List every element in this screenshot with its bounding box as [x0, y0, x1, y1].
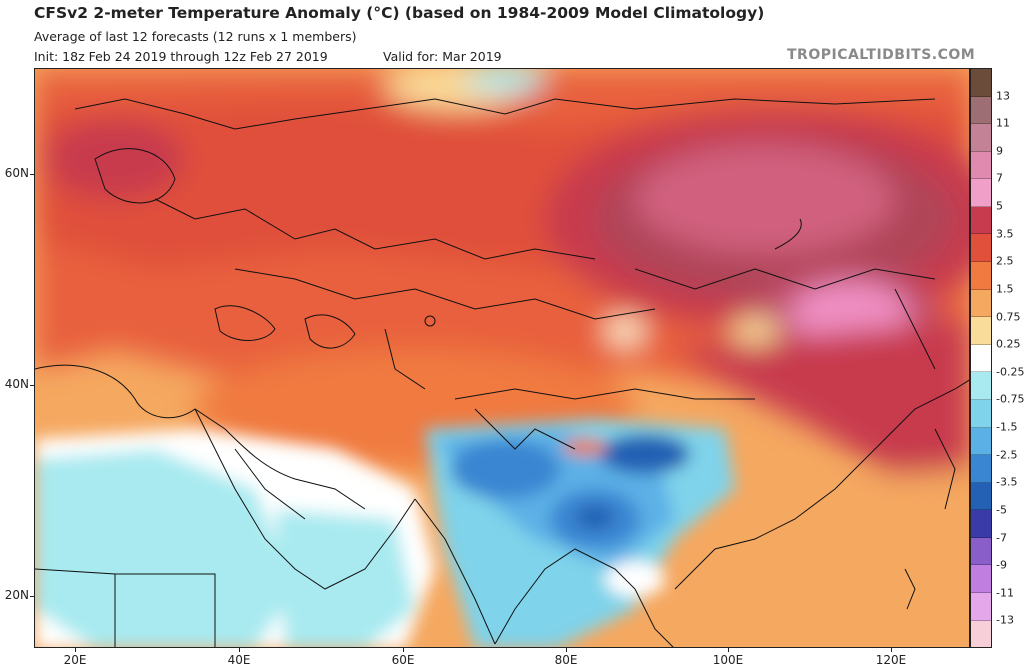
map-subtitle: Average of last 12 forecasts (12 runs x … — [34, 29, 357, 44]
colorbar-label: 0.25 — [996, 337, 1021, 351]
colorbar-swatch — [971, 206, 991, 235]
lon-label-20e: 20E — [63, 653, 87, 667]
colorbar-swatch — [971, 482, 991, 511]
colorbar-swatch — [971, 537, 991, 566]
colorbar-label: 7 — [996, 171, 1003, 185]
lon-tick — [566, 648, 567, 652]
lon-label-80e: 80E — [554, 653, 578, 667]
lon-tick — [403, 648, 404, 652]
colorbar-label: -13 — [996, 613, 1014, 627]
anomaly-shading — [35, 69, 969, 647]
colorbar-swatch — [971, 455, 991, 483]
colorbar-label: -1.5 — [996, 420, 1018, 434]
colorbar-swatch — [971, 344, 991, 373]
colorbar-swatch — [971, 234, 991, 263]
lat-tick — [30, 385, 34, 386]
brand-watermark: TROPICALTIDBITS.COM — [787, 47, 976, 63]
lon-tick — [239, 648, 240, 652]
colorbar-label: -11 — [996, 586, 1014, 600]
lon-tick — [891, 648, 892, 652]
colorbar-label: -7 — [996, 531, 1007, 545]
colorbar-swatch — [971, 399, 991, 428]
colorbar-swatch — [971, 179, 991, 207]
lon-tick — [728, 648, 729, 652]
cold-anomaly-shading — [35, 419, 735, 647]
colorbar-label: 13 — [996, 89, 1010, 103]
map-title: CFSv2 2-meter Temperature Anomaly (°C) (… — [34, 4, 765, 22]
init-time: Init: 18z Feb 24 2019 through 12z Feb 27… — [34, 49, 328, 64]
colorbar-swatch — [971, 620, 991, 648]
colorbar-swatch — [971, 427, 991, 456]
lon-label-100e: 100E — [712, 653, 744, 667]
lon-label-60e: 60E — [391, 653, 415, 667]
colorbar-label: -0.25 — [996, 365, 1024, 379]
colorbar-swatch — [971, 372, 991, 400]
lat-tick — [30, 596, 34, 597]
lon-tick — [75, 648, 76, 652]
lon-label-40e: 40E — [227, 653, 251, 667]
colorbar-swatch — [971, 510, 991, 538]
lon-label-120e: 120E — [875, 653, 907, 667]
valid-time: Valid for: Mar 2019 — [383, 49, 502, 64]
lat-label-40n: 40N — [4, 377, 29, 391]
colorbar-label: 5 — [996, 199, 1003, 213]
colorbar-label: -3.5 — [996, 475, 1018, 489]
colorbar-label: -2.5 — [996, 448, 1018, 462]
colorbar-label: 2.5 — [996, 254, 1014, 268]
coastlines — [35, 98, 969, 647]
colorbar-swatch — [971, 262, 991, 290]
colorbar-swatch — [971, 565, 991, 593]
lat-label-20n: 20N — [4, 588, 29, 602]
colorbar-label: -9 — [996, 558, 1007, 572]
colorbar-label: -5 — [996, 503, 1007, 517]
colorbar-swatch — [971, 317, 991, 345]
lat-tick — [30, 174, 34, 175]
colorbar-label: 1.5 — [996, 282, 1014, 296]
anomaly-field — [35, 69, 969, 647]
colorbar-label: 11 — [996, 116, 1010, 130]
colorbar-label: 0.75 — [996, 310, 1021, 324]
colorbar-swatch — [971, 124, 991, 152]
colorbar-label: 9 — [996, 144, 1003, 158]
lat-label-60n: 60N — [4, 166, 29, 180]
colorbar-label: -0.75 — [996, 392, 1024, 406]
colorbar — [970, 68, 992, 648]
colorbar-swatch — [971, 151, 991, 180]
colorbar-swatch — [971, 289, 991, 318]
anomaly-map — [34, 68, 970, 648]
colorbar-swatch — [971, 69, 991, 97]
colorbar-swatch — [971, 96, 991, 125]
colorbar-swatch — [971, 592, 991, 621]
colorbar-label: 3.5 — [996, 227, 1014, 241]
